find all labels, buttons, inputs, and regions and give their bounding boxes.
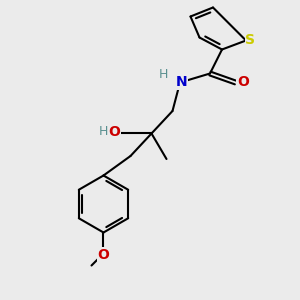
Text: H: H: [99, 125, 108, 139]
Text: O: O: [109, 125, 121, 139]
Text: H: H: [159, 68, 168, 82]
Text: O: O: [237, 76, 249, 89]
Text: N: N: [176, 76, 187, 89]
Text: O: O: [98, 248, 110, 262]
Text: S: S: [245, 34, 256, 47]
